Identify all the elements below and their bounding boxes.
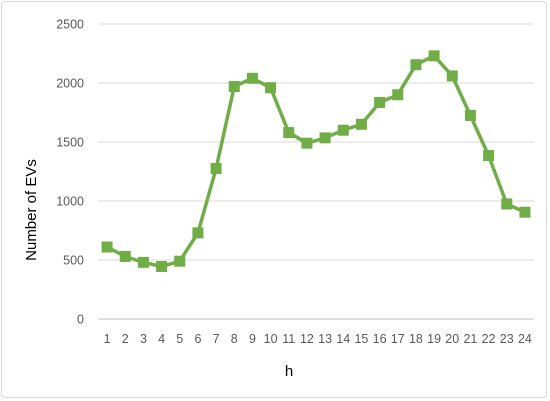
gridlines xyxy=(98,23,534,320)
data-point xyxy=(119,250,131,262)
x-tick-label: 13 xyxy=(318,332,332,346)
data-point xyxy=(519,206,531,218)
x-tick-label: 6 xyxy=(194,332,201,346)
series-line xyxy=(105,54,527,269)
x-tick-label: 8 xyxy=(231,332,238,346)
x-tick-label: 20 xyxy=(445,332,459,346)
x-tick-label: 24 xyxy=(518,332,532,346)
x-tick-label: 10 xyxy=(264,332,278,346)
x-tick-label: 18 xyxy=(409,332,423,346)
x-tick-label: 12 xyxy=(300,332,314,346)
data-point xyxy=(228,81,240,93)
y-tick-label: 1500 xyxy=(56,136,84,150)
y-tick-label: 500 xyxy=(63,254,84,268)
data-point xyxy=(192,227,204,239)
x-tick-label: 1 xyxy=(104,332,111,346)
x-tick-label: 15 xyxy=(354,332,368,346)
x-tick-label: 19 xyxy=(427,332,441,346)
data-point xyxy=(374,96,386,108)
x-tick-label: 16 xyxy=(373,332,387,346)
x-tick-label: 23 xyxy=(500,332,514,346)
data-point xyxy=(156,260,168,272)
x-tick-label: 14 xyxy=(336,332,350,346)
data-point xyxy=(265,82,277,94)
x-axis-title: h xyxy=(285,363,293,380)
y-tick-label: 2500 xyxy=(56,18,84,32)
x-tick-label: 5 xyxy=(176,332,183,346)
data-point xyxy=(446,70,458,82)
data-point xyxy=(210,163,222,175)
data-point xyxy=(174,255,186,267)
y-tick-label: 1000 xyxy=(56,195,84,209)
series-layer xyxy=(101,50,531,272)
data-point xyxy=(464,109,476,121)
x-tick-label: 21 xyxy=(463,332,477,346)
x-tick-label: 4 xyxy=(158,332,165,346)
data-point xyxy=(319,132,331,144)
data-point xyxy=(301,137,313,149)
x-tick-labels: 1 2 3 4 5 6 7 8 9 10 11 12 13 14 15 16 17 18 19 20 21 22 23 24 xyxy=(104,332,532,346)
x-tick-label: 3 xyxy=(140,332,147,346)
data-point xyxy=(337,124,349,136)
x-tick-label: 11 xyxy=(282,332,295,346)
data-point xyxy=(410,59,422,71)
data-point xyxy=(483,150,495,162)
y-tick-label: 0 xyxy=(77,313,84,327)
y-tick-labels: 0 500 1000 1500 2000 2500 xyxy=(56,18,84,327)
data-point xyxy=(283,127,295,139)
data-point xyxy=(428,50,440,62)
y-axis-title: Number of EVs xyxy=(23,159,40,261)
x-tick-label: 7 xyxy=(213,332,220,346)
x-tick-label: 9 xyxy=(249,332,256,346)
x-tick-label: 2 xyxy=(122,332,129,346)
data-point xyxy=(137,256,149,268)
data-point xyxy=(355,118,367,130)
y-tick-label: 2000 xyxy=(56,77,84,91)
data-point xyxy=(501,198,513,210)
data-point xyxy=(101,241,113,253)
x-tick-label: 22 xyxy=(482,332,496,346)
data-point xyxy=(246,72,258,84)
x-tick-label: 17 xyxy=(391,332,405,346)
data-point xyxy=(392,89,404,101)
